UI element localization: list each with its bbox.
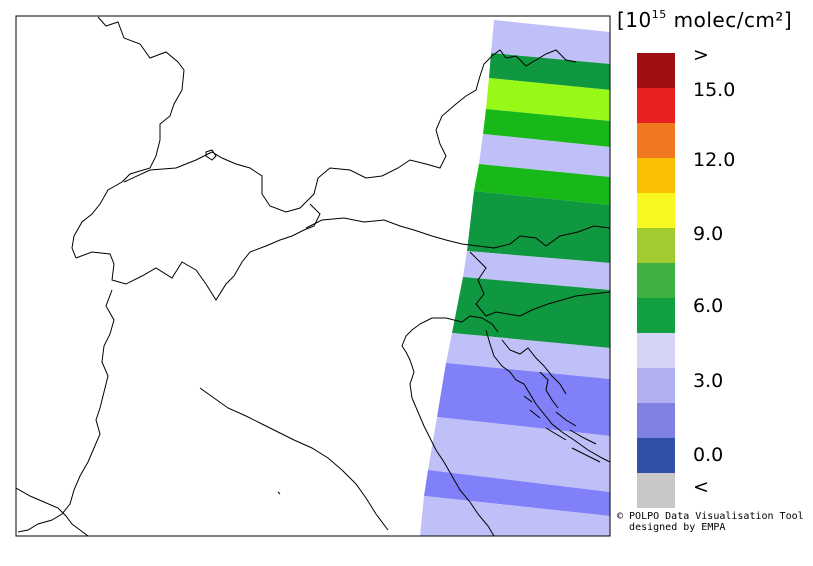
borders-coastlines [16,16,610,536]
border-line [199,387,389,531]
swath-band [420,496,610,536]
border-line [305,217,610,249]
swath-band [428,417,610,492]
border-line [123,49,577,213]
swath-band [424,470,610,516]
legend-tick-label: 15.0 [693,79,736,101]
swath-band [467,191,610,263]
legend-tick-label: 6.0 [693,295,724,317]
legend-swatch [637,298,675,333]
lake-outline [277,491,281,495]
legend-swatch [637,228,675,263]
legend-tick-label: 3.0 [693,370,724,392]
legend-swatch [637,53,675,88]
swath-band [437,363,610,436]
legend-tick-label: 9.0 [693,223,724,245]
coastline [16,487,89,536]
legend-tick-label: > [693,44,709,66]
map-frame [15,15,611,537]
border-line [17,289,115,533]
coastline [401,317,495,536]
credit-text: © POLPO Data Visualisation Tool designed… [617,511,804,533]
swath-band [489,53,610,90]
swath-band [446,333,610,379]
legend-tick-label: 12.0 [693,149,736,171]
legend-swatch [637,438,675,473]
border-line [71,16,185,259]
credit-line-2: designed by EMPA [629,522,726,533]
legend-swatch [637,263,675,298]
swath-band [474,164,610,205]
satellite-swath [420,20,610,536]
legend-swatch [637,333,675,368]
coastline [501,339,567,395]
legend-tick-label: < [693,476,709,498]
coastline [485,329,610,463]
legend-swatch [637,88,675,123]
legend-swatch [637,473,675,508]
lake-outline [205,149,217,161]
border-line [469,251,610,317]
legend-unit-label: [1015 molec/cm²] [617,8,793,32]
legend-swatch [637,193,675,228]
swath-band [491,20,610,64]
legend-swatch [637,403,675,438]
coastline [432,315,499,333]
swath-band [479,134,610,177]
island-outline [523,395,601,463]
swath-band [486,78,610,121]
swath-band [452,277,610,348]
legend-tick-label: 0.0 [693,444,724,466]
credit-line-1: © POLPO Data Visualisation Tool [617,511,804,522]
swath-band [483,109,610,147]
color-legend-bar [637,53,675,508]
legend-swatch [637,368,675,403]
legend-swatch [637,158,675,193]
island-outline [539,371,597,445]
legend-swatch [637,123,675,158]
border-line [75,203,321,301]
